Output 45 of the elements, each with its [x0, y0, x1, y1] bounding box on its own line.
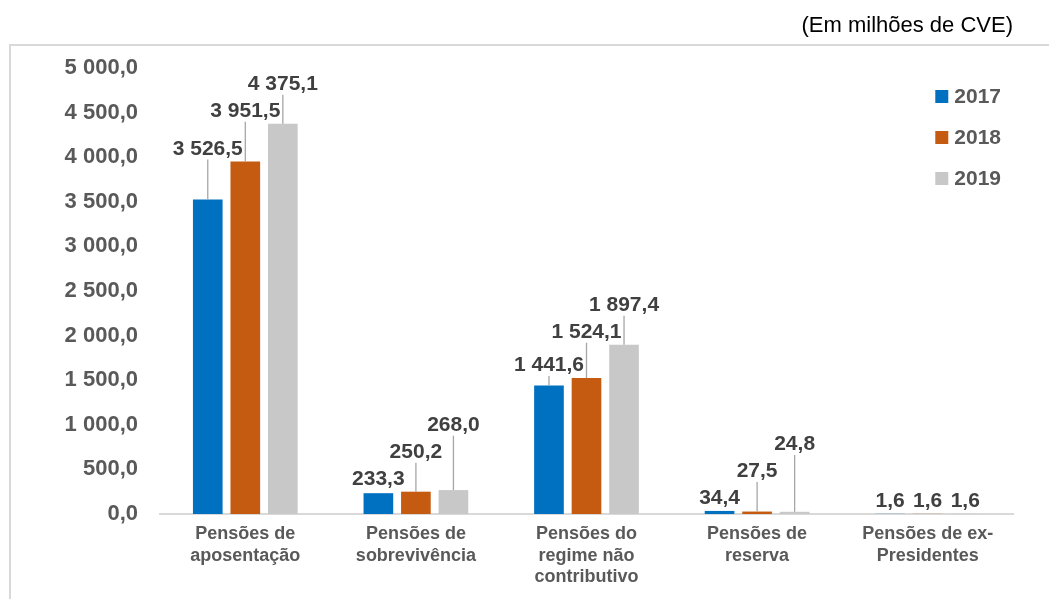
y-tick-label: 1 000,0	[64, 410, 138, 436]
data-label: 1 441,6	[513, 352, 585, 376]
bar	[401, 491, 431, 514]
legend-label: 2019	[954, 166, 1001, 190]
data-label: 3 951,5	[210, 97, 281, 121]
data-label: 27,5	[736, 457, 778, 481]
data-label: 1,6	[913, 487, 943, 511]
y-tick-label: 500,0	[82, 455, 138, 481]
data-label: 268,0	[427, 411, 480, 435]
data-label: 1 524,1	[551, 318, 622, 342]
legend-label: 2017	[954, 84, 1001, 108]
y-tick-label: 0,0	[107, 500, 138, 526]
y-tick-label: 2 500,0	[64, 277, 138, 303]
x-tick-label: Pensões de ex-Presidentes	[862, 523, 994, 565]
bar	[230, 161, 261, 514]
data-label: 1,6	[875, 487, 905, 511]
x-tick-label: Pensões do regime não contributivo	[534, 523, 639, 586]
y-tick-label: 2 000,0	[64, 321, 138, 347]
y-tick-label: 3 500,0	[64, 187, 138, 213]
text: (Em milhões de CVE)	[801, 12, 1013, 38]
x-tick-label: Pensões de reserva	[707, 523, 808, 565]
y-tick-label: 5 000,0	[64, 54, 138, 80]
data-label: 250,2	[389, 438, 443, 462]
legend-label: 2018	[954, 125, 1002, 149]
bar	[438, 490, 469, 514]
data-label: 4 375,1	[247, 70, 319, 94]
bar	[534, 385, 564, 514]
y-tick-label: 1 500,0	[64, 366, 138, 392]
y-tick-label: 4 500,0	[64, 98, 138, 124]
data-label: 1,6	[950, 487, 980, 511]
x-tick-label: Pensões de sobrevivência	[355, 523, 477, 565]
y-tick-label: 4 000,0	[64, 143, 138, 169]
bar	[192, 199, 223, 514]
data-label: 24,8	[774, 430, 816, 454]
bar	[268, 123, 298, 514]
x-tick-label: Pensões de aposentação	[190, 523, 301, 565]
data-label: 34,4	[699, 484, 741, 508]
data-label: 3 526,5	[172, 135, 244, 159]
data-label: 233,3	[352, 465, 405, 489]
bar	[609, 344, 639, 514]
data-label: 1 897,4	[588, 291, 660, 315]
bar	[363, 493, 394, 514]
bar	[704, 510, 735, 514]
y-tick-label: 3 000,0	[64, 232, 138, 258]
bar	[571, 378, 602, 514]
